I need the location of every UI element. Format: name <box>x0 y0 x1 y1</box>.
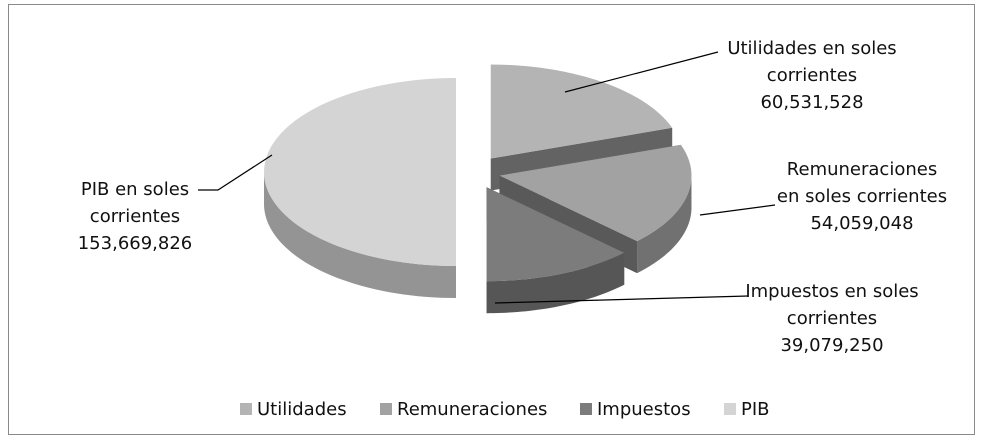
data-label: corrientes <box>767 65 857 86</box>
slice-top <box>486 187 625 282</box>
legend-label: Impuestos <box>597 399 691 420</box>
data-label: PIB en soles <box>81 179 189 200</box>
data-value-label: 60,531,528 <box>760 92 863 113</box>
data-label: en soles corrientes <box>777 186 947 207</box>
data-value-label: 153,669,826 <box>78 233 193 254</box>
slice-side-shade <box>264 172 456 298</box>
slice-side <box>637 175 692 274</box>
slice <box>486 187 625 314</box>
legend-swatch <box>580 403 592 415</box>
slice-top <box>490 64 673 159</box>
data-label: Remuneraciones <box>787 159 937 180</box>
legend-swatch <box>380 403 392 415</box>
legend-swatch <box>240 403 252 415</box>
data-value-label: 54,059,048 <box>810 213 913 234</box>
slice-top <box>264 78 456 266</box>
data-label: Impuestos en soles <box>745 281 918 302</box>
legend-swatch <box>724 403 736 415</box>
data-label: corrientes <box>787 308 877 329</box>
leader-line <box>699 204 776 216</box>
slice <box>264 78 456 298</box>
data-label: Utilidades en soles <box>727 38 896 59</box>
leader-line <box>494 295 749 304</box>
slice-top <box>499 144 692 242</box>
slice-side <box>486 252 625 314</box>
leader-line <box>564 51 719 93</box>
legend-label: Remuneraciones <box>397 399 547 420</box>
slice-side-shade <box>486 252 625 314</box>
data-value-label: 39,079,250 <box>780 335 883 356</box>
legend-label: Utilidades <box>257 399 347 420</box>
leader-line <box>198 154 273 191</box>
legend-label: PIB <box>741 399 770 420</box>
data-label: corrientes <box>90 206 180 227</box>
pie <box>264 64 692 314</box>
slice-side <box>264 172 456 298</box>
slice-side-shade <box>637 175 692 274</box>
annotations: Utilidades en soles corrientes 60,531,528 R… <box>78 38 947 420</box>
slice <box>499 144 692 274</box>
